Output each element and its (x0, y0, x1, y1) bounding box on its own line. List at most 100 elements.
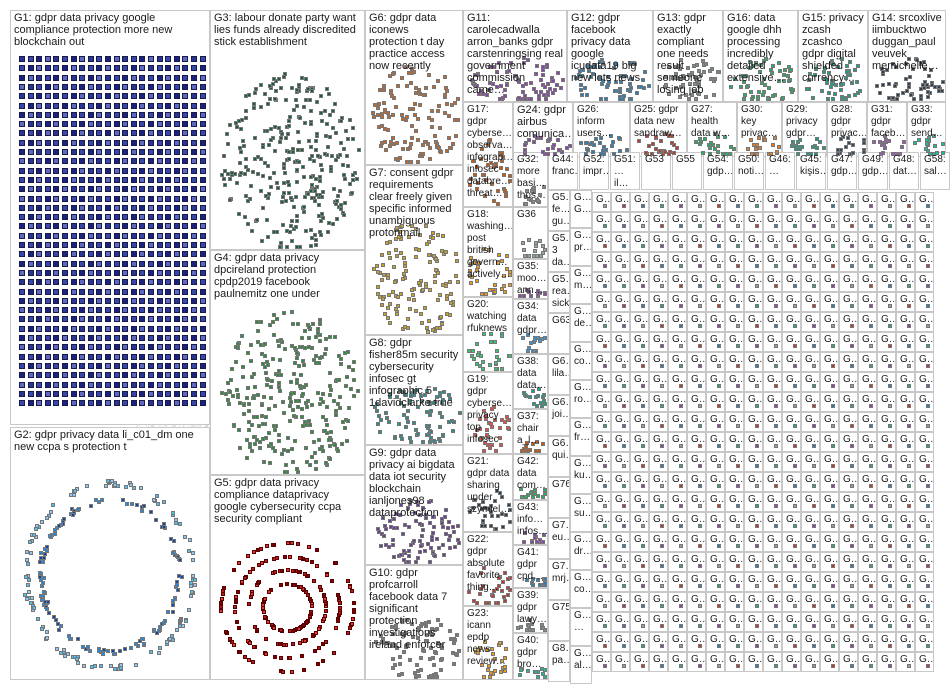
node (165, 260, 172, 267)
node (70, 251, 77, 258)
tiny-group-label: G… (786, 254, 800, 266)
tiny-group-box: G… (896, 412, 915, 432)
node (70, 195, 77, 202)
tiny-group-label: G… (805, 414, 819, 426)
tiny-group-label: G… (767, 374, 781, 386)
node (199, 65, 206, 72)
node (272, 404, 277, 409)
tiny-group-box: G… (630, 372, 649, 392)
node (71, 492, 76, 497)
node (156, 390, 163, 397)
node (336, 194, 341, 199)
node (79, 344, 86, 351)
node (53, 65, 60, 72)
tiny-group-box: G… (820, 372, 839, 392)
tiny-group-box: G… (763, 312, 782, 332)
node (250, 449, 255, 454)
node (62, 158, 68, 165)
tiny-group-box: G… (592, 372, 611, 392)
node (27, 158, 34, 165)
node (540, 625, 545, 630)
node (494, 354, 499, 359)
tiny-group-box: G… (763, 612, 782, 632)
group-label: G39: gdpr lawy… (517, 590, 547, 626)
node (294, 103, 299, 108)
node (850, 143, 855, 148)
node (74, 656, 79, 661)
node (173, 204, 180, 211)
node (349, 191, 354, 196)
node (242, 214, 247, 219)
node (416, 432, 421, 437)
node (53, 130, 60, 137)
tiny-group-box: G… (782, 512, 801, 532)
node (411, 420, 416, 425)
node (341, 163, 346, 168)
node (901, 90, 905, 95)
node (79, 158, 86, 165)
group-box-g4: G4: gdpr data privacy dpcireland protect… (210, 250, 365, 475)
tiny-group-box: G… (744, 392, 763, 412)
node (386, 305, 391, 310)
node (287, 119, 292, 124)
tiny-group-label: G… (596, 314, 610, 326)
node (431, 524, 436, 529)
node (384, 416, 389, 421)
node (431, 655, 436, 660)
node (183, 618, 188, 623)
tiny-group-box: G… (877, 432, 896, 452)
tiny-group-label: G… (862, 534, 876, 546)
node (36, 167, 43, 174)
node (238, 446, 243, 451)
node (19, 121, 25, 128)
node (113, 400, 120, 407)
node (651, 141, 656, 146)
tiny-group-label: G… (862, 394, 876, 406)
node (106, 649, 111, 654)
node (486, 601, 491, 605)
tiny-group-box: G… (915, 572, 934, 592)
node (148, 353, 154, 360)
tiny-group-label: G… (900, 534, 914, 546)
node (182, 204, 189, 211)
group-box-g28: G28: gdpr privac… (827, 102, 867, 157)
node (524, 202, 529, 206)
node (182, 149, 189, 155)
node (79, 111, 86, 118)
node (106, 479, 111, 484)
node (400, 112, 405, 117)
node (293, 345, 298, 350)
node (398, 655, 403, 660)
group-box-row1-10: G49: gdp… (858, 152, 888, 190)
node (603, 96, 608, 101)
node (44, 344, 51, 351)
node (62, 269, 68, 276)
node (199, 288, 206, 295)
tiny-group-label: G… (748, 234, 762, 246)
node (75, 661, 80, 666)
tiny-group-label: G… (862, 254, 876, 266)
node (427, 260, 432, 265)
node (182, 325, 189, 332)
node (70, 400, 77, 407)
node (384, 410, 389, 415)
node (53, 56, 60, 62)
node (272, 229, 277, 234)
node (148, 325, 154, 332)
tiny-group-box: G… (744, 432, 763, 452)
tiny-group-label: G… (805, 434, 819, 446)
node (96, 223, 103, 230)
node (82, 663, 86, 668)
node (130, 167, 137, 174)
node (79, 139, 86, 146)
tiny-group-label: G… (748, 214, 762, 226)
node (493, 367, 498, 371)
node (427, 145, 432, 150)
tiny-group-label: G… (862, 554, 876, 566)
node (19, 279, 25, 286)
node (279, 372, 284, 377)
node (191, 111, 197, 118)
node (259, 546, 264, 551)
tiny-group-box: G… (801, 572, 820, 592)
node (408, 145, 413, 150)
